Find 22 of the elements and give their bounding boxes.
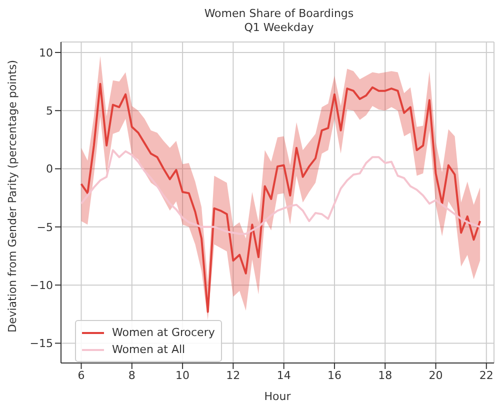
- chart-title: Women Share of Boardings: [203, 7, 355, 21]
- x-tick-label: 8: [128, 368, 136, 382]
- x-tick-label: 18: [378, 368, 392, 382]
- x-tick-label: 14: [276, 368, 291, 382]
- y-tick-label: −5: [36, 220, 53, 234]
- y-tick-label: 5: [46, 104, 53, 118]
- y-tick-label: −15: [30, 337, 53, 350]
- y-tick-label: 10: [39, 46, 53, 60]
- y-tick-label: 0: [46, 162, 53, 176]
- x-tick-label: 22: [479, 368, 494, 382]
- x-tick-label: 10: [176, 368, 190, 382]
- x-axis-title: Hour: [264, 390, 292, 403]
- y-axis-title: Deviation from Gender Parity (percentage points): [6, 60, 19, 332]
- x-tick-label: 16: [327, 368, 342, 382]
- x-tick-label: 12: [226, 368, 240, 382]
- chart-subtitle: Q1 Weekday: [243, 21, 315, 35]
- x-tick-label: 20: [428, 368, 443, 382]
- legend-label: Women at All: [112, 342, 186, 358]
- x-tick-label: 6: [78, 368, 85, 382]
- y-tick-label: −10: [30, 278, 53, 292]
- line-series: [80, 149, 482, 235]
- legend-label: Women at Grocery: [112, 325, 215, 341]
